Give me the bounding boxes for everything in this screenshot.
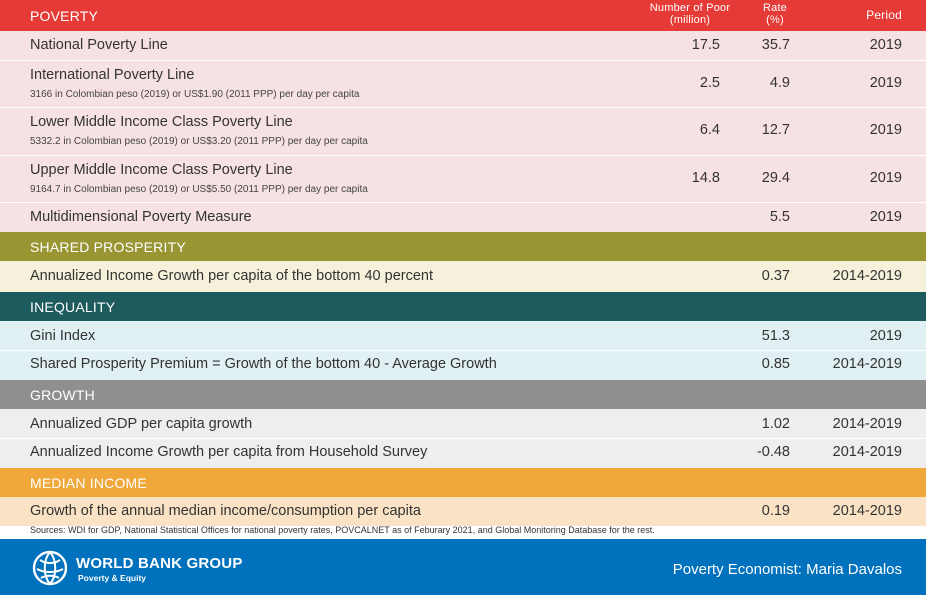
period-value: 2019: [869, 122, 902, 138]
table-row: Multidimensional Poverty Measure 5.5 201…: [0, 203, 926, 232]
period-value: 2019: [869, 37, 902, 53]
number-of-poor-value: 6.4: [699, 122, 720, 138]
row-label: Upper Middle Income Class Poverty Line: [30, 162, 293, 178]
table-row: Upper Middle Income Class Poverty Line 9…: [0, 156, 926, 203]
median-income-header: MEDIAN INCOME: [0, 468, 926, 497]
period-column-header: Period: [866, 8, 902, 22]
rate-value: 35.7: [761, 37, 790, 53]
growth-title: GROWTH: [30, 386, 95, 403]
rate-value: 0.85: [761, 356, 790, 372]
poverty-header: POVERTY Number of Poor (million) Rate (%) …: [0, 0, 926, 31]
inequality-title: INEQUALITY: [30, 298, 116, 315]
period-value: 2014-2019: [832, 356, 902, 372]
table-row: Growth of the annual median income/consu…: [0, 497, 926, 526]
period-value: 2014-2019: [832, 416, 902, 432]
row-label: Annualized Income Growth per capita of t…: [30, 268, 434, 284]
rate-value: 1.02: [761, 416, 790, 432]
rate-value: 0.37: [761, 268, 790, 284]
rate-value: -0.48: [756, 444, 790, 460]
rate-value: 0.19: [761, 503, 790, 519]
number-of-poor-value: 14.8: [691, 170, 720, 186]
table-row: Shared Prosperity Premium = Growth of th…: [0, 351, 926, 380]
median-income-title: MEDIAN INCOME: [30, 474, 147, 491]
row-sublabel: 9164.7 in Colombian peso (2019) or US$5.…: [30, 184, 368, 195]
number-of-poor-value: 17.5: [691, 37, 720, 53]
sources-note: Sources: WDI for GDP, National Statistic…: [30, 525, 655, 535]
period-value: 2014-2019: [832, 503, 902, 519]
row-label: Annualized Income Growth per capita from…: [30, 444, 428, 460]
table-row: Lower Middle Income Class Poverty Line 5…: [0, 108, 926, 156]
rate-column-header: Rate (%): [762, 2, 788, 26]
poverty-title: POVERTY: [30, 7, 99, 24]
shared-prosperity-title: SHARED PROSPERITY: [30, 238, 186, 255]
table-row: International Poverty Line 3166 in Colom…: [0, 61, 926, 108]
rate-value: 5.5: [769, 209, 790, 225]
table-row: Gini Index 51.3 2019: [0, 321, 926, 351]
period-value: 2014-2019: [832, 268, 902, 284]
period-value: 2014-2019: [832, 444, 902, 460]
period-value: 2019: [869, 170, 902, 186]
row-sublabel: 5332.2 in Colombian peso (2019) or US$3.…: [30, 136, 368, 147]
globe-icon: [32, 550, 68, 586]
row-label: International Poverty Line: [30, 67, 195, 83]
rate-value: 4.9: [769, 75, 790, 91]
row-label: Multidimensional Poverty Measure: [30, 209, 252, 225]
number-of-poor-column-header: Number of Poor (million): [649, 2, 731, 26]
table-row: Annualized Income Growth per capita from…: [0, 439, 926, 468]
row-label: Shared Prosperity Premium = Growth of th…: [30, 356, 497, 372]
table-row: Annualized Income Growth per capita of t…: [0, 261, 926, 292]
row-label: National Poverty Line: [30, 37, 168, 53]
world-bank-footer: WORLD BANK GROUP Poverty & Equity Povert…: [0, 539, 926, 595]
period-value: 2019: [869, 209, 902, 225]
rate-value: 51.3: [761, 328, 790, 344]
row-label: Growth of the annual median income/consu…: [30, 503, 421, 519]
organization-name: WORLD BANK GROUP: [76, 555, 243, 572]
rate-value: 29.4: [761, 170, 790, 186]
period-value: 2019: [869, 328, 902, 344]
row-sublabel: 3166 in Colombian peso (2019) or US$1.90…: [30, 89, 360, 100]
number-of-poor-value: 2.5: [699, 75, 720, 91]
period-value: 2019: [869, 75, 902, 91]
poverty-economist: Poverty Economist: Maria Davalos: [672, 561, 902, 578]
inequality-header: INEQUALITY: [0, 292, 926, 321]
organization-tagline: Poverty & Equity: [78, 573, 147, 583]
row-label: Annualized GDP per capita growth: [30, 416, 253, 432]
table-row: National Poverty Line 17.5 35.7 2019: [0, 31, 926, 61]
table-row: Annualized GDP per capita growth 1.02 20…: [0, 409, 926, 439]
row-label: Lower Middle Income Class Poverty Line: [30, 114, 293, 130]
row-label: Gini Index: [30, 328, 96, 344]
rate-value: 12.7: [761, 122, 790, 138]
growth-header: GROWTH: [0, 380, 926, 409]
shared-prosperity-header: SHARED PROSPERITY: [0, 232, 926, 261]
